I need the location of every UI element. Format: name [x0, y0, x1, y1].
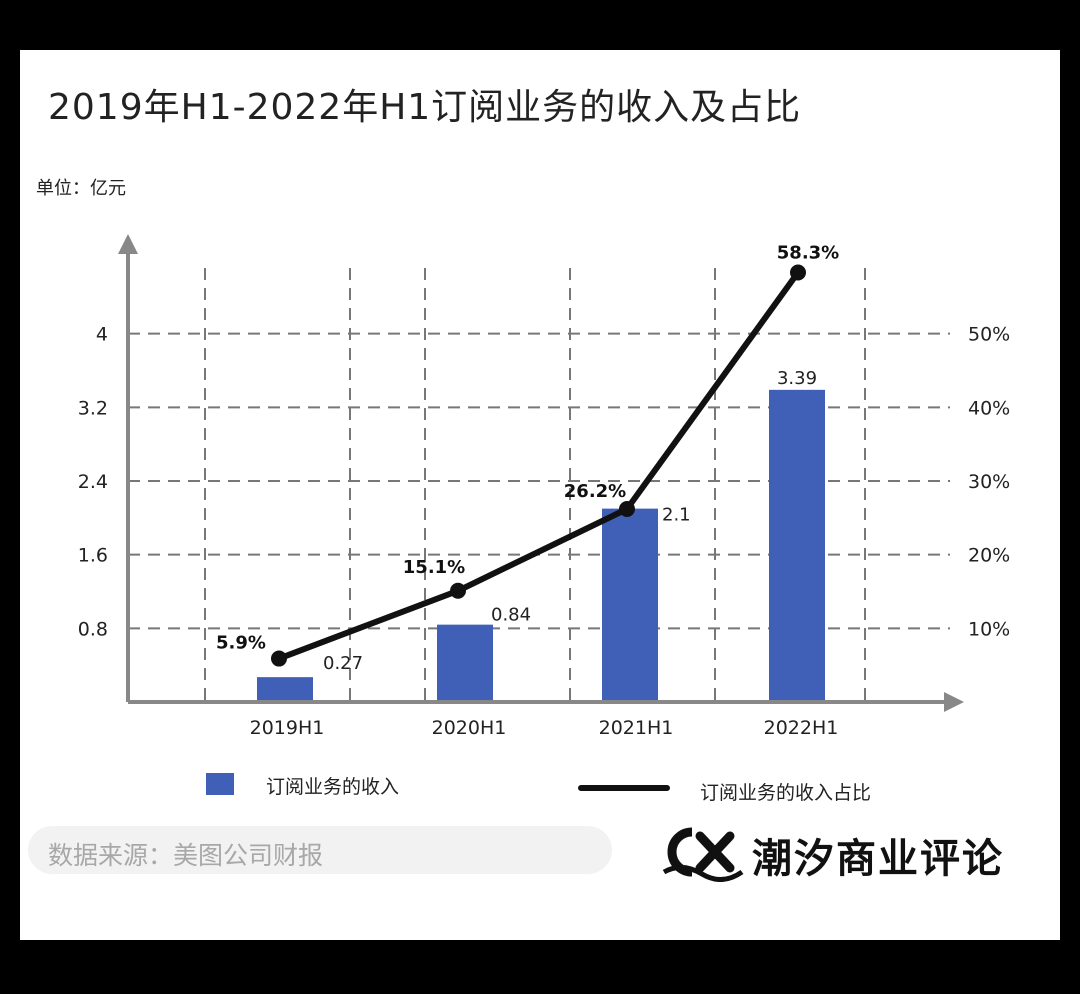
bar	[437, 624, 493, 700]
brand-logo-icon	[662, 827, 744, 882]
y-right-tick-label: 50%	[968, 324, 1010, 346]
x-tick-label: 2019H1	[250, 717, 325, 739]
bar-value-label: 2.1	[662, 505, 691, 526]
source-text: 数据来源：美图公司财报	[48, 841, 324, 870]
bar-value-label: 3.39	[777, 368, 817, 389]
x-tick-label: 2021H1	[599, 717, 674, 739]
y-left-tick-label: 4	[96, 324, 108, 346]
y-left-tick-label: 1.6	[78, 545, 108, 567]
line-point	[271, 650, 287, 667]
x-tick-label: 2022H1	[764, 717, 839, 739]
y-right-tick-label: 20%	[968, 545, 1010, 567]
chart-svg: 0.8 1.6 2.4 3.2 4 10% 20% 30% 40% 50% 0.27 0.84 2.1 3…	[78, 234, 1010, 739]
brand-name: 潮汐商业评论	[752, 836, 1004, 882]
line-value-label: 15.1%	[403, 557, 465, 578]
line-value-label: 26.2%	[564, 481, 626, 502]
line-value-label: 58.3%	[777, 243, 839, 264]
legend-line-label: 订阅业务的收入占比	[700, 782, 872, 804]
legend-line-swatch	[578, 785, 670, 791]
y-left-tick-label: 3.2	[78, 397, 108, 419]
bar-value-label: 0.27	[323, 653, 363, 674]
chart-card: 2019年H1-2022年H1订阅业务的收入及占比 单位：亿元 0.8 1.6 2.…	[20, 50, 1060, 940]
x-tick-label: 2020H1	[432, 717, 507, 739]
bar	[602, 508, 658, 700]
bar	[257, 677, 313, 700]
unit-label: 单位：亿元	[36, 178, 126, 199]
y-left-tick-label: 0.8	[78, 618, 108, 640]
bar-value-label: 0.84	[491, 605, 531, 626]
series-line	[276, 269, 801, 662]
line-point	[619, 500, 635, 517]
brand: 潮汐商业评论	[662, 822, 1042, 882]
legend-bar-swatch	[206, 773, 234, 795]
y-right-tick-label: 40%	[968, 397, 1010, 419]
y-left-tick-label: 2.4	[78, 471, 108, 493]
x-axis-arrow-icon	[944, 692, 964, 712]
source-pill: 数据来源：美图公司财报	[28, 826, 612, 874]
y-axis-arrow-icon	[118, 234, 138, 254]
y-right-tick-label: 10%	[968, 618, 1010, 640]
legend-bar-label: 订阅业务的收入	[266, 776, 400, 798]
bar	[769, 389, 825, 700]
chart-title: 2019年H1-2022年H1订阅业务的收入及占比	[48, 87, 802, 128]
line-value-label: 5.9%	[216, 633, 266, 654]
line-point	[450, 582, 466, 599]
line-point	[790, 264, 806, 281]
y-right-tick-label: 30%	[968, 471, 1010, 493]
